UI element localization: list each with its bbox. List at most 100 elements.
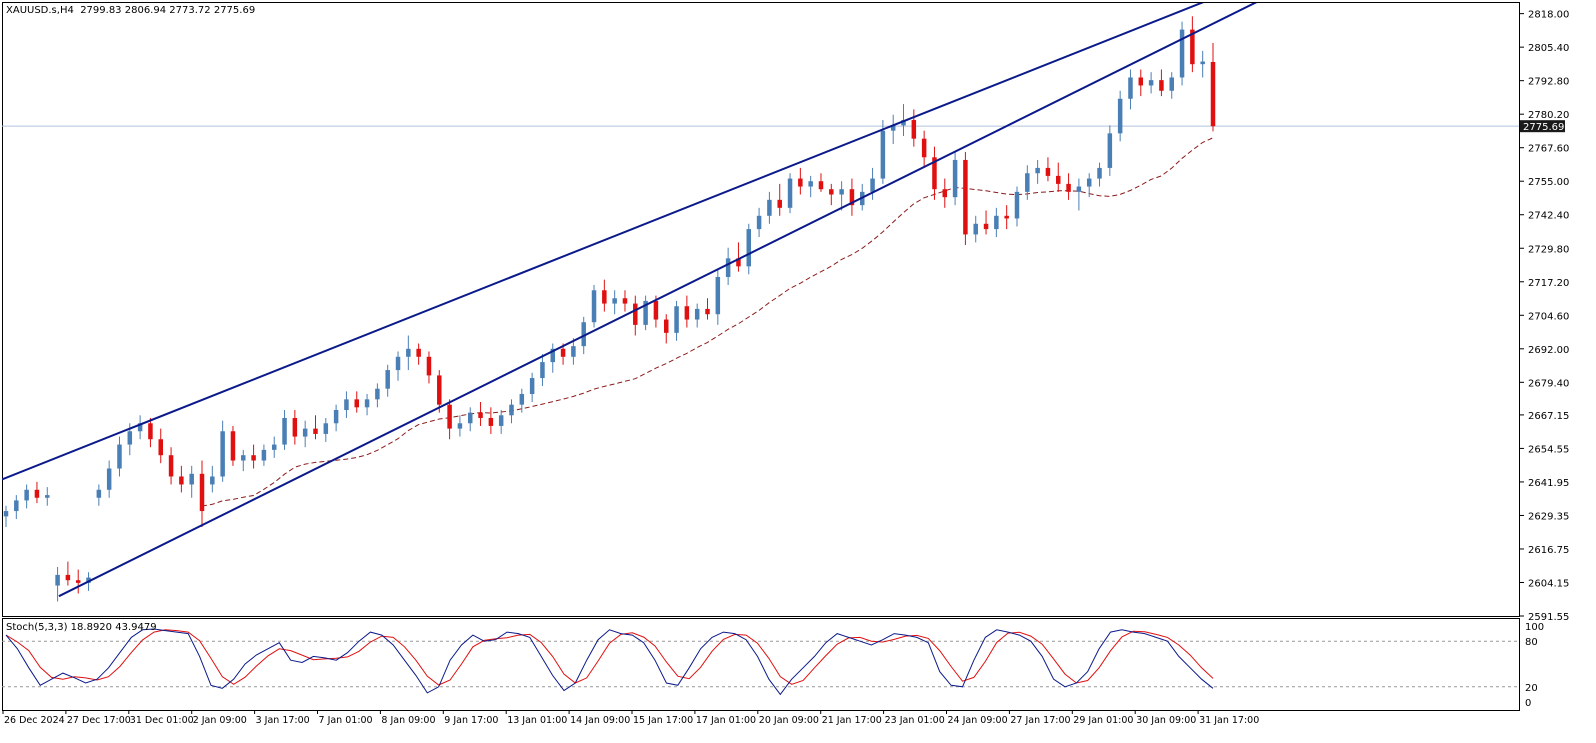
candle-body — [86, 577, 91, 583]
candle — [674, 300, 679, 341]
candle — [952, 151, 958, 206]
time-tick-label: 3 Jan 17:00 — [256, 715, 310, 726]
candle-body — [994, 215, 999, 230]
candle — [1200, 50, 1205, 78]
candle-body — [1066, 183, 1071, 192]
candle — [622, 290, 628, 312]
candle — [921, 130, 927, 168]
candle-body — [829, 189, 834, 195]
candle-body — [581, 322, 586, 347]
candle-body — [1179, 29, 1185, 78]
candle — [849, 178, 855, 216]
candle — [251, 444, 256, 469]
candle — [1014, 186, 1020, 227]
price-tick-label: 2629.35 — [1528, 511, 1569, 522]
candle — [663, 314, 669, 344]
candle — [591, 284, 597, 328]
candle-body — [313, 428, 318, 434]
candle — [437, 370, 442, 413]
candle — [45, 487, 50, 506]
stoch-header: Stoch(5,3,3) 18.8920 43.9479 — [6, 622, 157, 633]
candle-body — [1148, 80, 1154, 86]
candle-body — [168, 455, 174, 477]
candle — [994, 207, 999, 238]
candle — [498, 409, 504, 434]
candle — [14, 495, 19, 520]
candle-body — [1200, 61, 1205, 65]
price-tick-label: 2792.80 — [1528, 77, 1569, 88]
candle — [550, 343, 556, 373]
stoch-pane-frame — [2, 618, 1520, 711]
candle-body — [942, 189, 948, 198]
candle — [34, 481, 40, 504]
stoch-tick-label: 0 — [1525, 698, 1531, 709]
candle-body — [14, 500, 19, 512]
price-tick-label: 2704.60 — [1528, 311, 1569, 322]
candle-body — [488, 417, 494, 426]
candle — [1148, 72, 1154, 94]
candle-body — [344, 399, 349, 410]
candle-body — [725, 258, 731, 277]
candle — [643, 295, 648, 331]
candle — [509, 399, 514, 424]
candle — [457, 415, 463, 437]
candle — [1056, 162, 1061, 192]
candle-body — [210, 476, 215, 485]
candle-body — [24, 489, 29, 501]
candle-body — [127, 431, 133, 445]
candle-body — [457, 423, 463, 429]
candle — [870, 167, 875, 200]
ohlc-open: 2799.83 — [80, 5, 122, 16]
candle-body — [1210, 61, 1216, 127]
candle-body — [633, 303, 638, 325]
candle — [818, 173, 824, 192]
candle — [829, 183, 834, 206]
candle — [488, 407, 494, 434]
candle-body — [426, 356, 432, 376]
candle-body — [674, 306, 679, 333]
candle-body — [787, 178, 793, 208]
candle — [385, 364, 390, 397]
candle — [694, 303, 700, 328]
price-tick-label: 2780.20 — [1528, 110, 1569, 121]
candle — [519, 388, 525, 413]
candle-body — [364, 399, 370, 408]
candle — [96, 484, 102, 506]
candle-body — [199, 473, 205, 512]
candle — [1097, 162, 1102, 187]
candle — [323, 417, 329, 442]
candle-body — [705, 308, 710, 315]
time-tick-label: 30 Jan 09:00 — [1136, 715, 1196, 726]
candle — [725, 247, 731, 285]
candle-body — [1086, 178, 1092, 187]
candle — [633, 295, 638, 336]
candle-body — [65, 574, 71, 581]
candle-body — [509, 404, 514, 416]
candle-body — [323, 423, 329, 434]
price-tick-label: 2667.15 — [1528, 411, 1569, 422]
candle-body — [241, 455, 246, 461]
candle — [1159, 69, 1164, 97]
price-tick-label: 2742.40 — [1528, 211, 1569, 222]
price-tick-label: 2616.75 — [1528, 545, 1569, 556]
candle-body — [385, 370, 390, 389]
moving-average-line — [201, 137, 1214, 507]
candle-body — [798, 178, 803, 187]
stoch-name: Stoch(5,3,3) — [6, 622, 68, 633]
candle-body — [839, 189, 844, 195]
candle — [416, 343, 421, 365]
candle-body — [467, 412, 473, 424]
candle — [1210, 43, 1216, 132]
candle-body — [437, 375, 442, 405]
candle — [65, 561, 71, 586]
channel-group — [2, 3, 1257, 598]
candle — [1117, 90, 1123, 142]
candle — [736, 242, 741, 272]
candle — [973, 215, 978, 243]
candle — [1179, 21, 1185, 86]
candle-body — [880, 130, 886, 179]
candle-body — [519, 394, 525, 405]
channel-upper-line — [2, 3, 1204, 481]
candle-body — [251, 455, 256, 461]
